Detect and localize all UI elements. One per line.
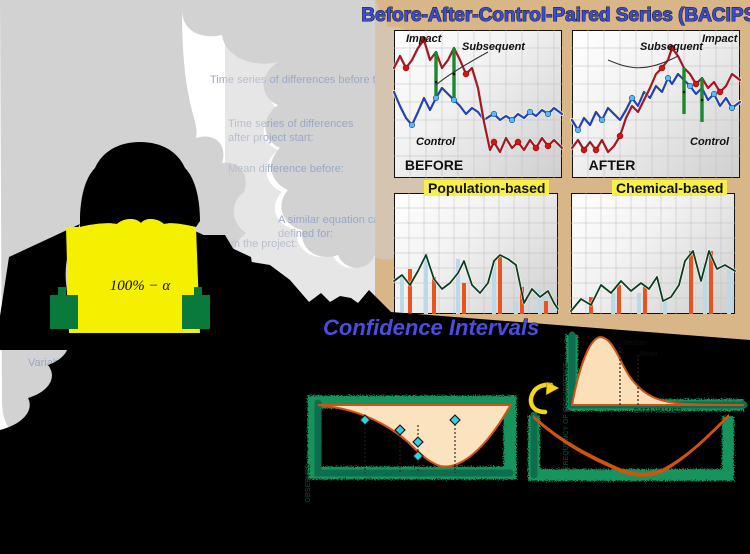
svg-text:Mean: Mean [640,351,658,358]
svg-text:OBSERVED: OBSERVED [305,463,312,502]
svg-text:Confidence Intervals: Confidence Intervals [323,315,539,340]
svg-text:Median: Median [623,340,646,347]
